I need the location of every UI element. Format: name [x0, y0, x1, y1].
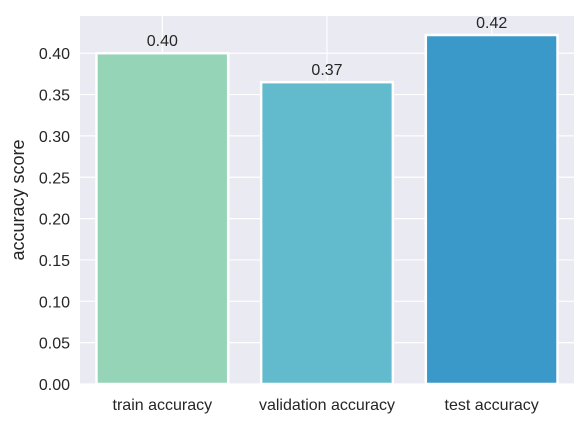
y-tick-label: 0.40 — [39, 46, 70, 63]
y-axis-title: accuracy score — [8, 139, 28, 260]
y-tick-label: 0.20 — [39, 212, 70, 229]
x-tick-label: validation accuracy — [259, 397, 395, 414]
y-axis-ticks: 0.00 0.05 0.10 0.15 0.20 0.25 0.30 0.35 0.40 — [39, 46, 70, 394]
y-tick-label: 0.25 — [39, 170, 70, 187]
y-tick-label: 0.05 — [39, 336, 70, 353]
x-axis-ticks: train accuracy validation accuracy test ac… — [113, 397, 539, 414]
y-tick-label: 0.15 — [39, 253, 70, 270]
bar-value-label: 0.40 — [147, 33, 178, 50]
y-tick-label: 0.00 — [39, 377, 70, 394]
x-tick-label: test accuracy — [445, 397, 539, 414]
bar — [259, 80, 395, 386]
bars — [95, 33, 559, 386]
x-tick-label: train accuracy — [113, 397, 213, 414]
y-tick-label: 0.35 — [39, 88, 70, 105]
bar — [424, 33, 559, 386]
bar — [95, 51, 230, 386]
y-tick-label: 0.30 — [39, 129, 70, 146]
data-labels: 0.40 0.37 0.42 — [147, 15, 508, 79]
bar-value-label: 0.37 — [311, 62, 342, 79]
y-tick-label: 0.10 — [39, 294, 70, 311]
bar-value-label: 0.42 — [476, 15, 507, 32]
